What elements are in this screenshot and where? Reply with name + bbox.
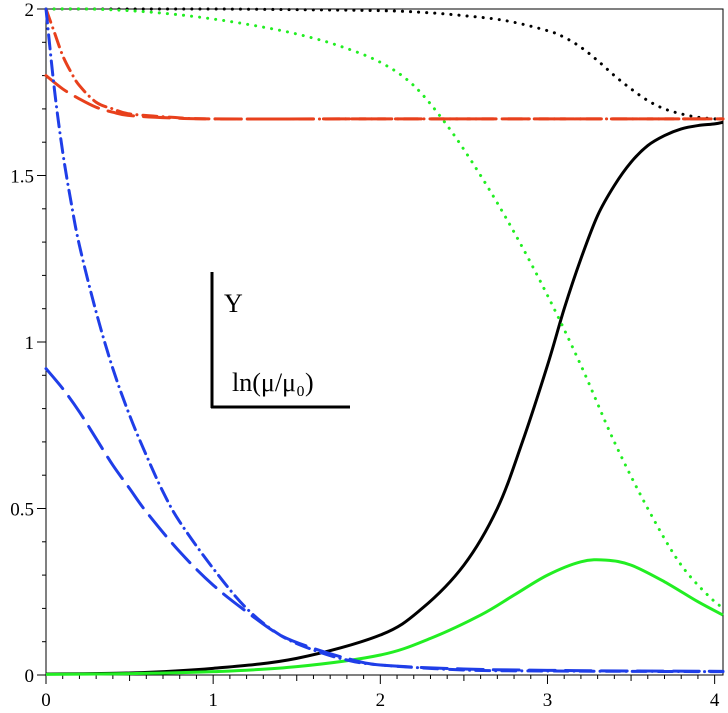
- series-line-3: [45, 558, 724, 676]
- x-tick-label: 4: [710, 690, 720, 711]
- x-tick-label: 1: [208, 690, 218, 711]
- y-tick-label: 0: [25, 666, 35, 687]
- plot-area-frame: [45, 8, 724, 676]
- inset-axes: Y ln(μ/μ₀): [210, 272, 350, 409]
- series-line-7: [44, 367, 725, 673]
- x-tick-label: 2: [376, 690, 386, 711]
- y-tick-label: 1.5: [10, 167, 34, 188]
- axis-ticks: 0 1 2 3 4 0 0.5 1 1.5 2: [10, 0, 720, 711]
- y-tick-label: 1: [25, 333, 35, 354]
- series-line-1: [45, 120, 724, 676]
- series-line-6: [44, 7, 725, 674]
- x-tick-label: 3: [543, 690, 553, 711]
- y-tick-label: 2: [25, 0, 35, 21]
- y-tick-label: 0.5: [10, 500, 34, 521]
- inset-x-label: ln(μ/μ₀): [232, 368, 314, 397]
- series-line-4: [44, 7, 725, 121]
- series-line-0: [44, 7, 725, 121]
- x-tick-label: 0: [41, 690, 51, 711]
- series-line-2: [44, 7, 725, 608]
- inset-y-label: Y: [224, 289, 243, 318]
- series-layer: [44, 7, 725, 676]
- series-line-5: [44, 74, 725, 121]
